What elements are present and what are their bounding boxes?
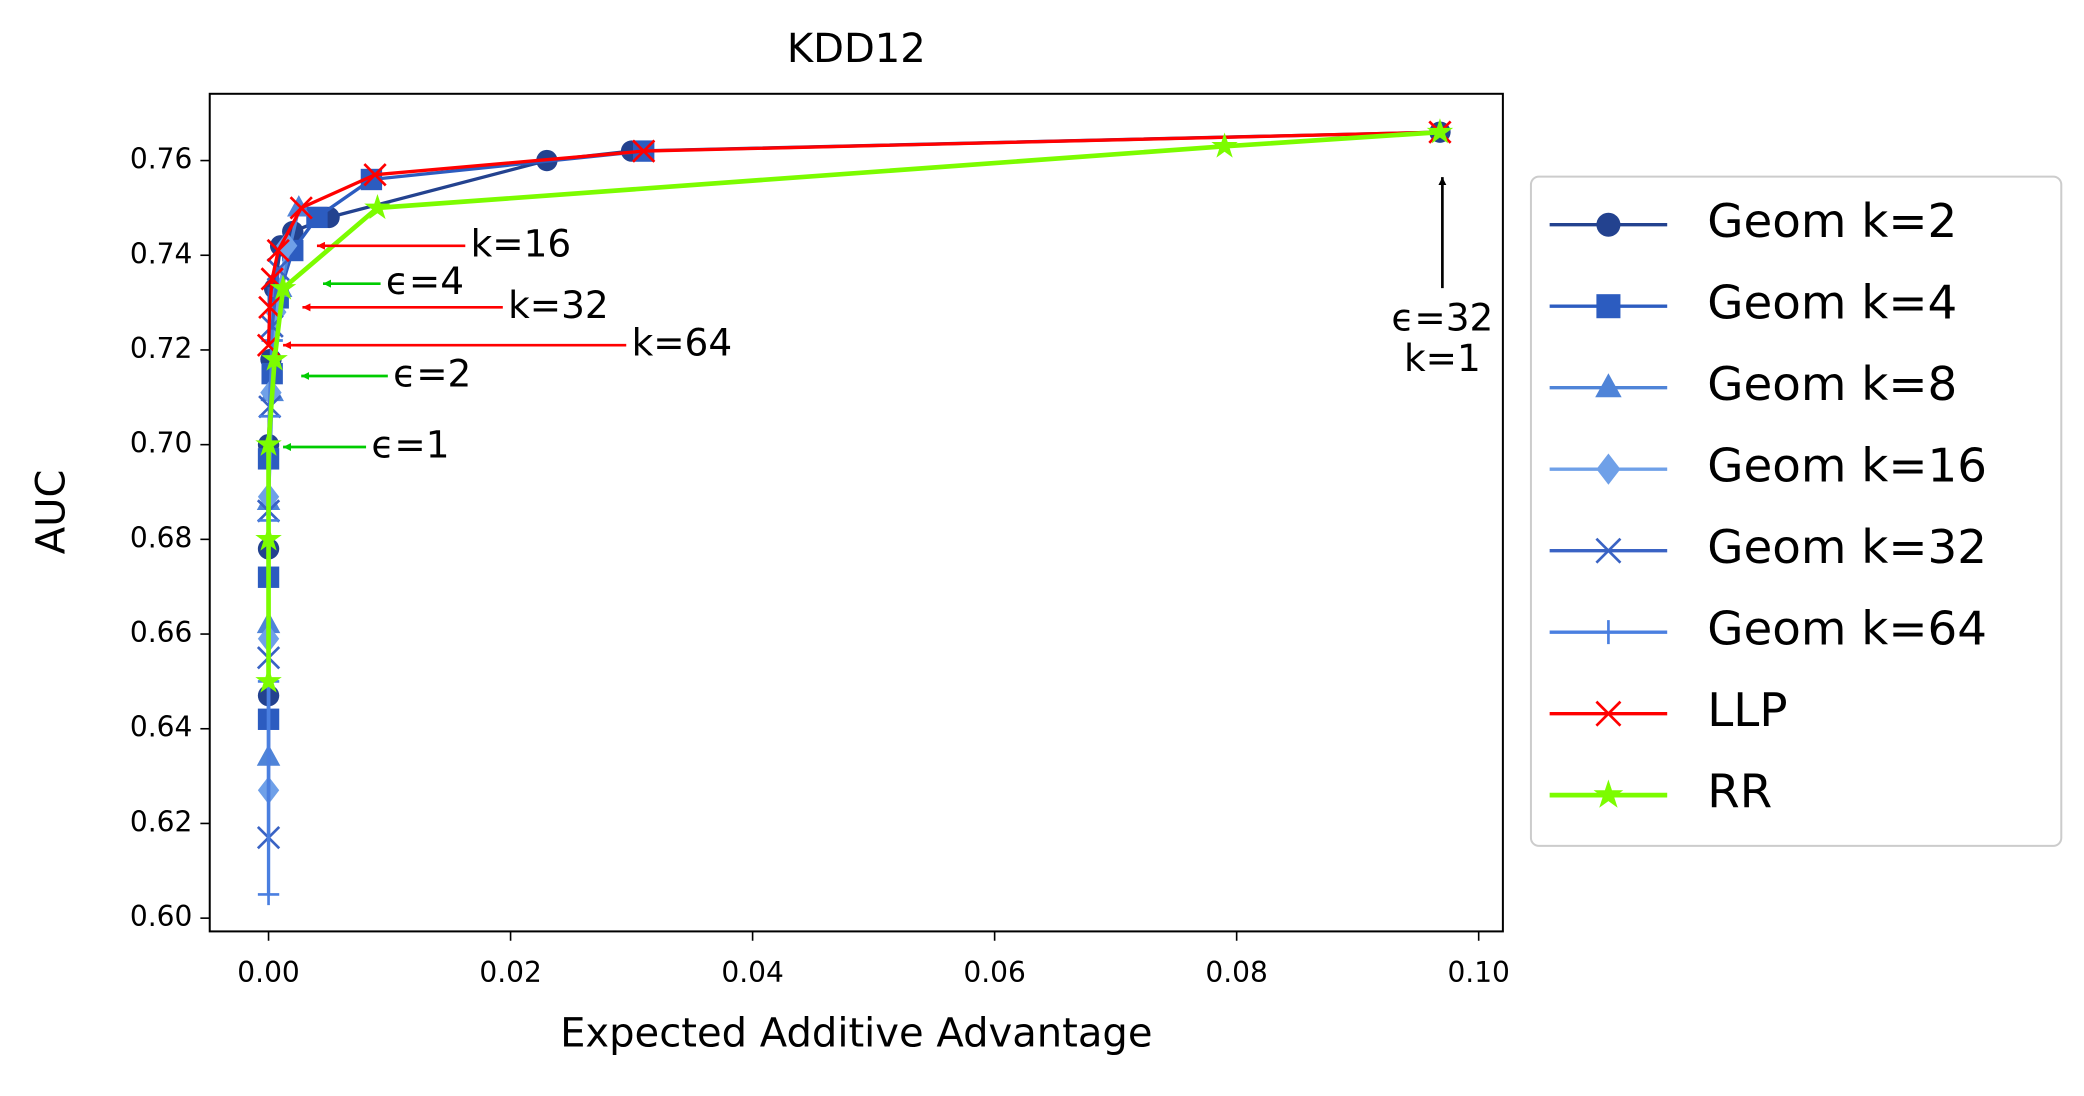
y-tick-label: 0.66: [130, 616, 192, 649]
legend-label: Geom k=2: [1707, 195, 1957, 249]
y-tick-label: 0.60: [130, 900, 192, 933]
x-tick-label: 0.04: [721, 956, 783, 989]
y-tick-label: 0.72: [130, 332, 192, 365]
chart-title: KDD12: [787, 26, 926, 72]
marker: [364, 194, 391, 220]
x-tick-label: 0.10: [1447, 956, 1509, 989]
y-tick-label: 0.62: [130, 805, 192, 838]
annotation: k=64: [632, 321, 733, 365]
y-tick-label: 0.76: [130, 143, 192, 176]
annotation: k=16: [471, 221, 572, 265]
series-line: [266, 149, 644, 720]
legend-marker: [1596, 212, 1621, 237]
legend-label: Geom k=32: [1707, 521, 1987, 575]
y-tick-label: 0.64: [130, 711, 192, 744]
marker: [261, 345, 288, 371]
marker: [255, 667, 282, 693]
series-line: [266, 130, 1440, 346]
annotation: ϵ=2: [393, 351, 471, 395]
marker: [1211, 132, 1238, 158]
legend-label: Geom k=8: [1707, 358, 1957, 412]
legend-marker: [1595, 373, 1622, 398]
marker: [306, 206, 328, 229]
y-tick-label: 0.68: [130, 521, 192, 554]
legend-marker: [1595, 537, 1622, 564]
x-tick-label: 0.08: [1205, 956, 1267, 989]
y-axis-label: AUC: [28, 470, 74, 555]
marker: [289, 196, 313, 220]
marker: [258, 295, 282, 319]
legend-marker: [1595, 700, 1622, 727]
legend-marker: [1596, 620, 1621, 645]
marker: [255, 430, 282, 456]
marker: [269, 274, 297, 300]
annotation: ϵ=1: [371, 423, 449, 467]
x-tick-label: 0.00: [237, 956, 299, 989]
x-tick-label: 0.02: [479, 956, 541, 989]
marker: [632, 139, 656, 163]
x-tick-label: 0.06: [963, 956, 1025, 989]
annotation: k=32: [508, 283, 609, 327]
axes-frame: [208, 92, 1504, 933]
legend-label: Geom k=16: [1707, 440, 1987, 494]
y-tick-label: 0.74: [130, 237, 192, 270]
legend-label: Geom k=4: [1707, 277, 1957, 331]
legend-label: RR: [1707, 766, 1772, 820]
legend-marker: [1596, 294, 1621, 319]
series-line: [266, 129, 1441, 682]
legend-label: Geom k=64: [1707, 603, 1987, 657]
marker: [257, 883, 280, 906]
y-tick-label: 0.70: [130, 427, 192, 460]
annotation: ϵ=4: [386, 259, 464, 303]
marker: [363, 163, 387, 187]
marker: [255, 525, 282, 551]
annotation: k=1: [1404, 336, 1481, 380]
plot-area: [255, 118, 1454, 906]
marker: [1426, 118, 1454, 144]
legend-marker: [1593, 779, 1624, 808]
legend-marker: [1596, 453, 1621, 485]
legend-label: LLP: [1707, 684, 1787, 738]
series-line: [266, 130, 1440, 696]
marker: [266, 238, 290, 263]
annotation: ϵ=32: [1391, 296, 1493, 340]
legend-box: [1529, 175, 2063, 847]
x-axis-label: Expected Additive Advantage: [560, 1011, 1152, 1057]
